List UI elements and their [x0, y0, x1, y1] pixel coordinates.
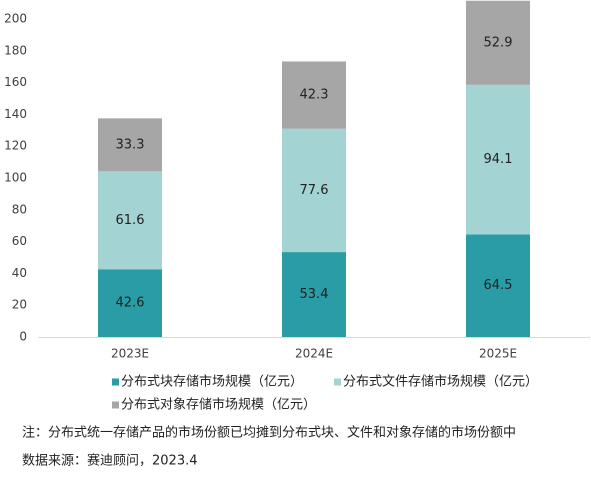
y-tick-label: 120: [4, 139, 27, 153]
bar-segment: [98, 171, 162, 270]
value-label: 77.6: [300, 183, 329, 198]
value-label: 52.9: [484, 35, 513, 50]
y-tick-label: 180: [4, 43, 27, 57]
y-tick-label: 20: [12, 298, 27, 312]
y-tick-label: 80: [12, 202, 27, 216]
legend-label: 分布式文件存储市场规模（亿元）: [343, 374, 538, 390]
y-tick-label: 200: [4, 12, 27, 26]
legend-label: 分布式对象存储市场规模（亿元）: [121, 397, 316, 413]
value-label: 53.4: [300, 287, 329, 302]
value-label: 42.3: [300, 88, 329, 103]
bar-segment: [98, 269, 162, 337]
note: 数据来源：赛迪顾问，2023.4: [22, 453, 198, 469]
legend-swatch: [112, 401, 119, 409]
bar-segment: [282, 252, 346, 337]
value-label: 61.6: [116, 213, 145, 228]
bar-segment: [98, 118, 162, 172]
bar-segment: [282, 61, 346, 129]
bar-segment: [466, 234, 530, 337]
bar-segment: [466, 84, 530, 235]
y-tick-label: 140: [4, 107, 27, 121]
y-tick-label: 160: [4, 75, 27, 89]
bar-segment: [466, 0, 530, 85]
x-tick-label: 2025E: [479, 347, 517, 361]
y-tick-label: 0: [19, 330, 27, 344]
y-tick-label: 40: [12, 266, 27, 280]
value-label: 33.3: [116, 137, 145, 152]
y-tick-label: 60: [12, 234, 27, 248]
x-tick-label: 2024E: [295, 347, 333, 361]
legend-swatch: [334, 378, 341, 386]
y-tick-label: 100: [4, 171, 27, 185]
legend-label: 分布式块存储市场规模（亿元）: [121, 374, 303, 390]
value-label: 64.5: [484, 278, 513, 293]
bar-segment: [282, 128, 346, 253]
legend-swatch: [112, 378, 119, 386]
value-label: 42.6: [116, 296, 145, 311]
note: 注：分布式统一存储产品的市场份额已均摊到分布式块、文件和对象存储的市场份额中: [22, 425, 516, 441]
x-tick-label: 2023E: [111, 347, 149, 361]
value-label: 94.1: [484, 152, 513, 167]
